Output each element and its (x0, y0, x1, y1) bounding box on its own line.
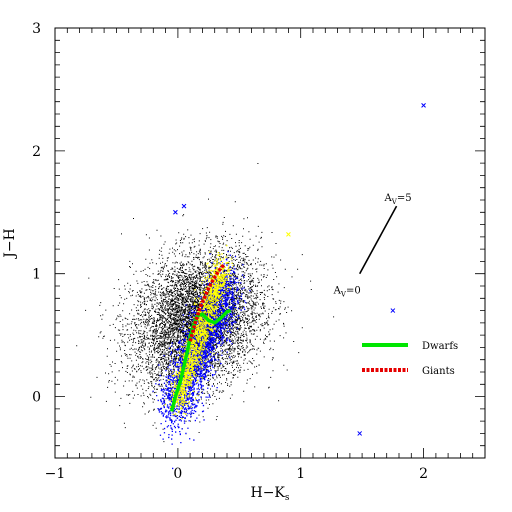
outlier-marker-0 (421, 103, 426, 108)
y-tick-label-0: 0 (32, 390, 41, 406)
reddening-end-value: =5 (397, 193, 412, 204)
y-tick-label-2: 2 (32, 144, 41, 160)
x-axis-label-sub: s (285, 493, 290, 503)
blue-star-band (152, 251, 251, 470)
plot-frame (54, 27, 486, 459)
x-tick-label-2: 1 (296, 466, 305, 482)
reddening-start-sub: V (340, 291, 347, 299)
x-tick-label-3: 2 (419, 466, 428, 482)
x-tick-label-1: 0 (173, 466, 182, 482)
legend-giants-label: Giants (422, 366, 455, 377)
outlier-marker-2 (357, 431, 363, 436)
outlier-markers (173, 103, 426, 436)
x-tick-label-0: −1 (45, 466, 66, 482)
y-tick-label-3: 3 (32, 21, 41, 37)
reddening-start-value: =0 (346, 286, 361, 297)
y-tick-label-1: 1 (32, 267, 41, 283)
reddening-vector-line (358, 205, 398, 275)
outlier-marker-4 (181, 203, 187, 209)
series-line-dwarfs (170, 308, 232, 412)
tick-marks (54, 27, 486, 459)
axis-tick-labels: −1 0 1 2 0 1 2 3 (32, 21, 428, 482)
y-axis-label: J−H (2, 228, 18, 260)
axis-ticks (54, 27, 486, 459)
series-line-giants (188, 262, 226, 342)
reddening-vector: AV=0 AV=5 (333, 193, 412, 299)
field-star-points (76, 163, 335, 443)
legend-dwarfs-label: Dwarfs (422, 341, 458, 352)
outlier-marker-5 (286, 232, 291, 237)
field-star-cloud (76, 163, 335, 443)
reddening-end-sub: V (391, 198, 398, 206)
outlier-marker-1 (390, 308, 396, 313)
x-axis-label: H−Ks (250, 485, 289, 503)
blue-star-points (152, 251, 251, 470)
legend: Dwarfs Giants (362, 341, 458, 377)
reddening-end-symbol: A (384, 193, 393, 204)
outlier-marker-3 (173, 209, 178, 215)
reddening-start-symbol: A (333, 286, 342, 297)
reddening-end-label: AV=5 (384, 193, 412, 206)
reddening-start-label: AV=0 (333, 286, 361, 299)
sequence-lines (170, 262, 232, 412)
x-axis-label-main: H−K (250, 485, 285, 501)
